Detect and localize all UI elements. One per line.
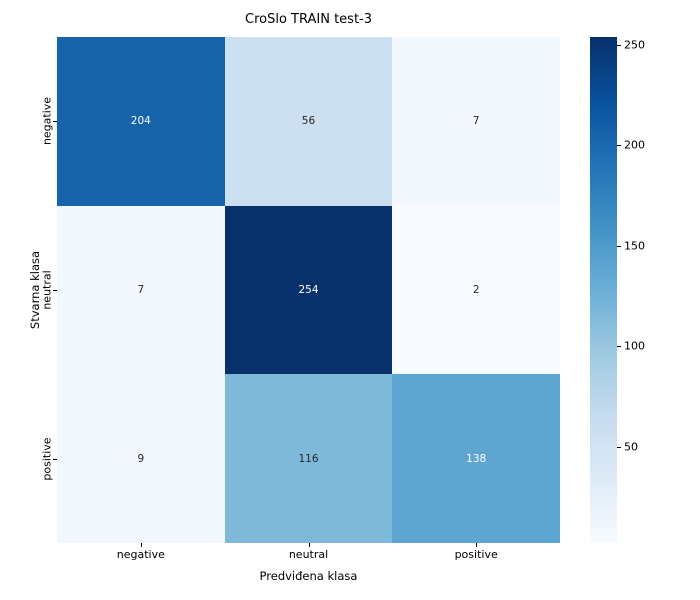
- cell-value: 7: [472, 115, 480, 128]
- cell-value: 2: [472, 283, 480, 296]
- heatmap-cell-neutral-neutral: 254: [224, 205, 393, 375]
- colorbar-tick-mark: [617, 245, 621, 247]
- heatmap-cell-negative-neutral: 56: [224, 37, 393, 206]
- colorbar-tick-mark: [617, 346, 621, 348]
- cell-value: 204: [130, 115, 151, 128]
- heatmap-grid: 204 56 7 7 254 2 9 116 138: [57, 37, 560, 543]
- cell-value: 254: [298, 283, 319, 296]
- cell-value: 116: [298, 452, 319, 465]
- heatmap-cell-positive-positive: 138: [392, 374, 560, 543]
- y-tick-mark: [53, 458, 57, 460]
- colorbar-tick-label-100: 100: [624, 339, 645, 353]
- y-tick-label-neutral: neutral: [40, 270, 54, 310]
- heatmap-cell-negative-negative: 204: [57, 37, 225, 206]
- heatmap-cell-neutral-positive: 2: [392, 205, 560, 375]
- y-tick-mark: [53, 290, 57, 291]
- colorbar-gradient: [590, 37, 617, 543]
- heatmap-cell-positive-negative: 9: [57, 374, 225, 543]
- cell-value: 56: [301, 115, 316, 128]
- heatmap-cell-positive-neutral: 116: [224, 374, 393, 543]
- colorbar-tick-label-150: 150: [624, 239, 645, 253]
- colorbar-tick-label-50: 50: [624, 440, 638, 454]
- chart-title: CroSlo TRAIN test-3: [245, 12, 372, 27]
- y-tick-label-positive: positive: [40, 437, 54, 481]
- heatmap-cell-negative-positive: 7: [392, 37, 560, 206]
- heatmap-cell-neutral-negative: 7: [57, 205, 225, 375]
- x-tick-label-negative: negative: [116, 548, 165, 561]
- x-tick-label-neutral: neutral: [288, 548, 329, 561]
- x-axis-label: Predviđena klasa: [259, 569, 358, 583]
- x-tick-mark: [308, 543, 310, 547]
- colorbar-tick-mark: [617, 45, 621, 47]
- x-tick-mark: [476, 543, 478, 547]
- cell-value: 9: [137, 452, 145, 465]
- cell-value: 138: [466, 452, 487, 465]
- cell-value: 7: [137, 283, 145, 296]
- colorbar-tick-label-250: 250: [624, 38, 645, 52]
- colorbar-tick-mark: [617, 446, 621, 448]
- y-tick-mark: [53, 121, 57, 123]
- colorbar-tick-mark: [617, 145, 621, 147]
- x-tick-label-positive: positive: [454, 548, 498, 561]
- x-tick-mark: [140, 543, 142, 547]
- y-tick-label-negative: negative: [40, 97, 54, 146]
- colorbar-tick-label-200: 200: [624, 138, 645, 152]
